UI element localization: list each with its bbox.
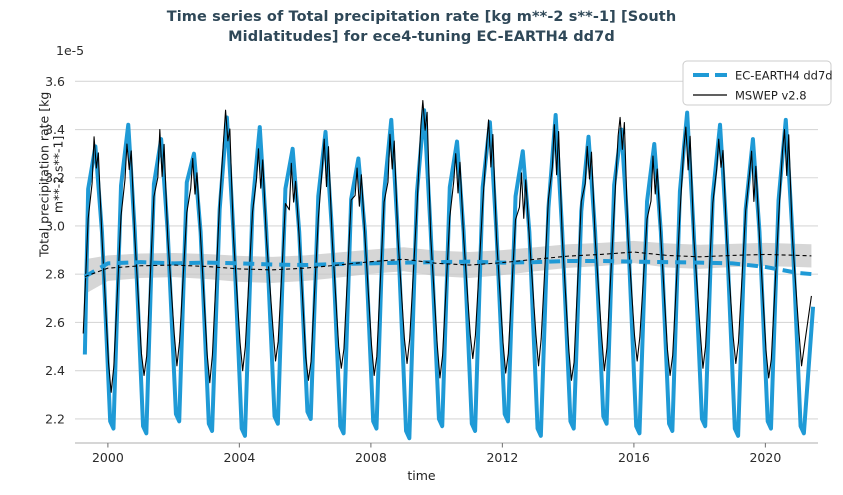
y-axis-ticks: 2.2 2.4 2.6 2.8 3.0 3.2 3.4 3.6 — [45, 74, 65, 427]
legend-label-2: MSWEP v2.8 — [735, 89, 807, 103]
x-axis-ticks: 2000 2004 2008 2012 2016 2020 — [92, 443, 781, 465]
legend-label-1: EC-EARTH4 dd7d — [735, 69, 833, 83]
x-tick-label: 2008 — [355, 450, 387, 465]
series-lines — [82, 100, 816, 441]
y-tick-label: 2.8 — [45, 267, 65, 282]
x-tick-label: 2016 — [618, 450, 650, 465]
y-tick-label: 2.6 — [45, 315, 65, 330]
y-axis-offset-label: 1e-5 — [56, 43, 85, 58]
x-tick-label: 2020 — [749, 450, 781, 465]
series-line-2 — [82, 100, 812, 393]
series-line-4 — [84, 251, 812, 278]
y-tick-label: 2.2 — [45, 411, 65, 426]
chart-title-line-2: Midlatitudes] for ece4-tuning EC-EARTH4 … — [228, 28, 615, 45]
chart-title-line-1: Time series of Total precipitation rate … — [166, 9, 677, 25]
y-tick-label: 3.2 — [45, 170, 65, 185]
chart-title: Time series of Total precipitation rate … — [0, 8, 843, 47]
x-axis-label: time — [407, 468, 436, 483]
y-tick-label: 2.4 — [45, 363, 65, 378]
series-line-1 — [82, 108, 816, 441]
legend[interactable]: EC-EARTH4 dd7d MSWEP v2.8 — [682, 60, 833, 106]
x-tick-label: 2012 — [486, 450, 518, 465]
y-tick-label: 3.4 — [45, 122, 65, 137]
legend-box — [682, 60, 832, 106]
x-tick-label: 2000 — [92, 450, 124, 465]
x-tick-label: 2004 — [223, 450, 255, 465]
y-tick-label: 3.6 — [45, 74, 65, 89]
y-tick-label: 3.0 — [45, 218, 65, 233]
